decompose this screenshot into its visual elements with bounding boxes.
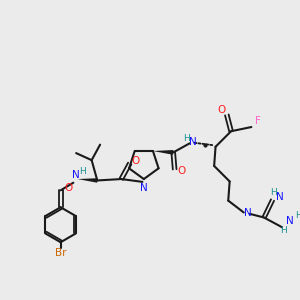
Text: H: H: [296, 211, 300, 220]
Text: O: O: [217, 105, 225, 115]
Text: O: O: [131, 156, 140, 166]
Text: N: N: [286, 216, 294, 226]
Polygon shape: [153, 150, 173, 155]
Text: H: H: [183, 134, 190, 143]
Text: Br: Br: [55, 248, 66, 258]
Text: N: N: [276, 192, 284, 202]
Text: N: N: [140, 183, 148, 193]
Polygon shape: [77, 178, 98, 183]
Text: N: N: [72, 170, 80, 180]
Text: F: F: [255, 116, 260, 126]
Text: H: H: [280, 226, 287, 235]
Text: H: H: [271, 188, 277, 197]
Text: O: O: [178, 166, 186, 176]
Text: N: N: [244, 208, 252, 218]
Text: N: N: [189, 137, 196, 147]
Text: H: H: [79, 167, 86, 176]
Text: O: O: [64, 183, 73, 194]
